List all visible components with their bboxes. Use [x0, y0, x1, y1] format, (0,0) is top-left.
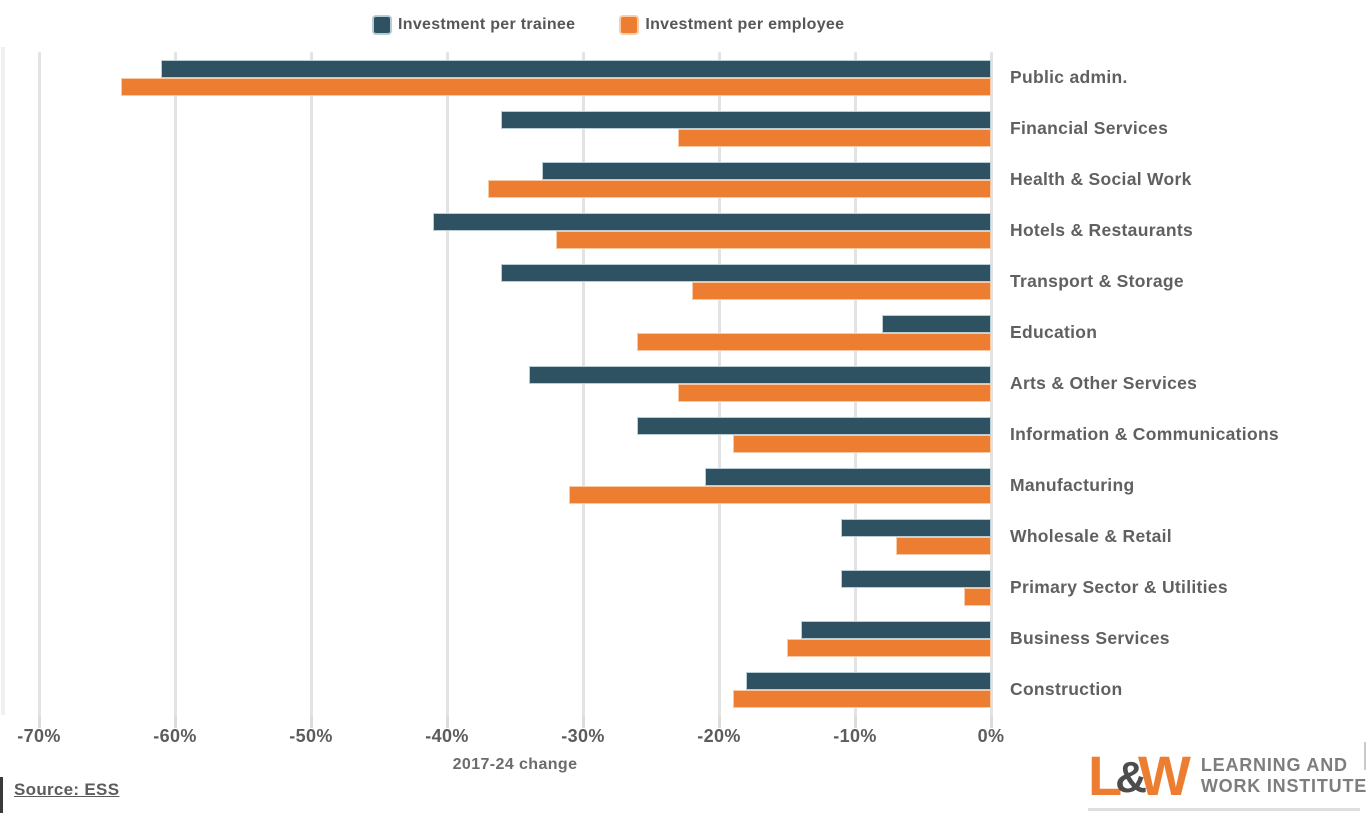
trainee-swatch-icon: [374, 17, 390, 33]
logo-underline: [1088, 808, 1360, 811]
x-axis-tickmarks: [38, 715, 993, 728]
logo-letter-l: L: [1088, 744, 1123, 807]
category-label: Transport & Storage: [1010, 271, 1184, 291]
learning-and-work-institute-logo: L & W LEARNING AND WORK INSTITUTE: [1088, 748, 1367, 804]
left-axis-line: [1, 47, 5, 715]
bar-investment-per-trainee: [637, 417, 991, 435]
bar-investment-per-trainee: [746, 672, 991, 690]
source-note: Source: ESS: [14, 780, 120, 799]
logo-wordmark: LEARNING AND WORK INSTITUTE: [1201, 755, 1367, 797]
logo-letter-w: W: [1138, 744, 1191, 807]
bar-investment-per-employee: [569, 486, 991, 504]
category-label: Education: [1010, 322, 1098, 342]
tick-mark: [582, 715, 585, 728]
source-edge-line: [0, 777, 3, 813]
category-label: Information & Communications: [1010, 424, 1279, 444]
category-label: Arts & Other Services: [1010, 373, 1198, 393]
legend: Investment per trainee Investment per em…: [374, 16, 844, 34]
category-label: Public admin.: [1010, 67, 1128, 87]
bar-investment-per-employee: [732, 435, 991, 453]
bar-investment-per-trainee: [501, 111, 991, 129]
bar-investment-per-employee: [487, 180, 991, 198]
bar-investment-per-employee: [895, 537, 991, 555]
bar-investment-per-employee: [637, 333, 991, 351]
tick-mark: [718, 715, 721, 728]
bar-investment-per-trainee: [841, 519, 991, 537]
bar-investment-per-employee: [787, 639, 991, 657]
lw-logo-mark: L & W: [1088, 748, 1191, 804]
bar-investment-per-trainee: [542, 162, 991, 180]
category-label: Primary Sector & Utilities: [1010, 577, 1228, 597]
category-label: Wholesale & Retail: [1010, 526, 1172, 546]
bar-investment-per-trainee: [161, 60, 991, 78]
bar-investment-per-trainee: [433, 213, 991, 231]
x-tick-label: -20%: [697, 726, 741, 746]
bar-investment-per-trainee: [501, 264, 991, 282]
bar-investment-per-trainee: [841, 570, 991, 588]
tick-mark: [854, 715, 857, 728]
employee-swatch-icon: [621, 17, 638, 33]
bar-investment-per-employee: [691, 282, 991, 300]
x-axis-title: 2017-24 change: [452, 756, 578, 773]
x-tick-label: -60%: [153, 726, 197, 746]
legend-label-employee: Investment per employee: [645, 16, 845, 33]
bar-investment-per-employee: [555, 231, 991, 249]
category-label: Health & Social Work: [1010, 169, 1192, 189]
legend-item-trainee: Investment per trainee: [374, 16, 575, 34]
logo-line-1: LEARNING AND: [1200, 755, 1348, 775]
plot-area: [38, 52, 993, 715]
gridline: [990, 52, 993, 715]
category-label: Financial Services: [1010, 118, 1169, 138]
category-label: Hotels & Restaurants: [1010, 220, 1193, 240]
category-labels: Public admin. Financial Services Health & …: [1010, 52, 1362, 715]
bar-investment-per-trainee: [800, 621, 991, 639]
bar-investment-per-trainee: [528, 366, 991, 384]
bar-investment-per-employee: [678, 129, 991, 147]
category-label: Business Services: [1010, 628, 1170, 648]
tick-mark: [446, 715, 449, 728]
legend-label-trainee: Investment per trainee: [398, 16, 576, 33]
legend-item-employee: Investment per employee: [621, 16, 844, 34]
tick-mark: [990, 715, 993, 728]
bar-investment-per-trainee: [882, 315, 991, 333]
x-tick-label: -10%: [833, 726, 877, 746]
bar-investment-per-employee: [732, 690, 991, 708]
tick-mark: [38, 715, 41, 728]
x-tick-label: -30%: [561, 726, 605, 746]
x-tick-label: -50%: [289, 726, 333, 746]
bar-investment-per-employee: [678, 384, 991, 402]
gridline: [38, 52, 41, 715]
bar-investment-per-trainee: [705, 468, 991, 486]
category-label: Construction: [1010, 679, 1123, 699]
bar-investment-per-employee: [120, 78, 991, 96]
x-tick-label: 0%: [977, 726, 1005, 746]
tick-mark: [310, 715, 313, 728]
tick-mark: [174, 715, 177, 728]
logo-line-2: WORK INSTITUTE: [1200, 776, 1368, 796]
gridline: [446, 52, 449, 715]
gridline: [174, 52, 177, 715]
bar-investment-per-employee: [963, 588, 991, 606]
gridline: [310, 52, 313, 715]
x-tick-label: -70%: [17, 726, 61, 746]
x-tick-label: -40%: [425, 726, 469, 746]
logo-ampersand: &: [1115, 753, 1147, 802]
category-label: Manufacturing: [1010, 475, 1135, 495]
right-edge-tick: [1364, 742, 1366, 770]
x-axis-tick-labels: -70% -60% -50% -40% -30% -20% -10% 0%: [17, 726, 1004, 752]
